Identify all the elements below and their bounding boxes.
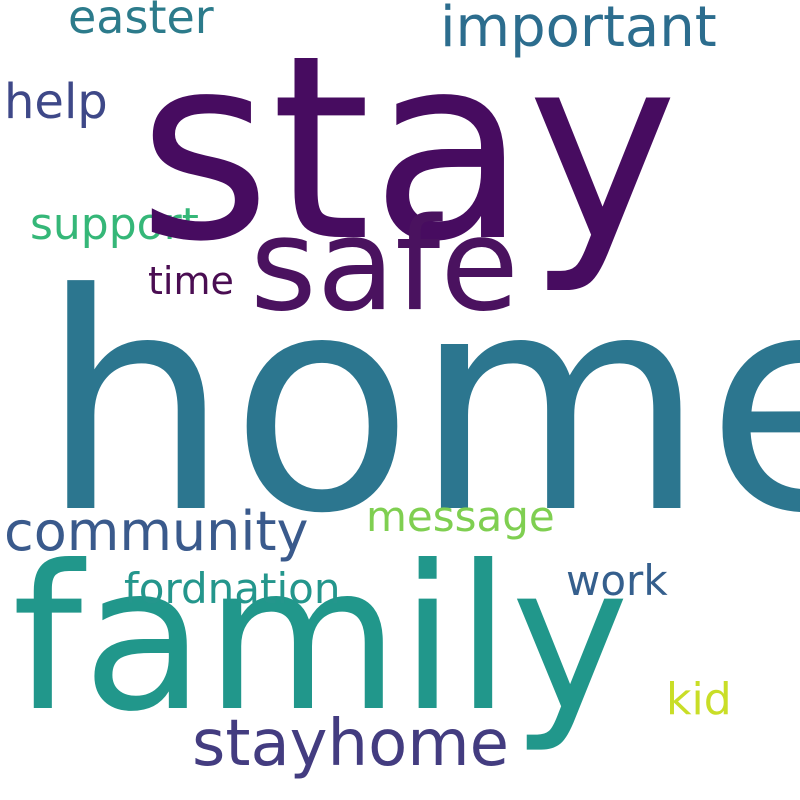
word-community: community	[4, 500, 309, 563]
word-family: family	[12, 523, 630, 756]
word-support: support	[30, 199, 199, 250]
word-kid: kid	[666, 674, 732, 725]
word-stay: stay	[138, 1, 679, 298]
word-fordnation: fordnation	[124, 564, 341, 613]
word-time: time	[148, 259, 234, 303]
word-important: important	[440, 0, 717, 60]
word-message: message	[366, 492, 555, 541]
word-easter: easter	[68, 0, 214, 44]
word-home: home	[40, 230, 800, 579]
word-stayhome: stayhome	[192, 707, 509, 781]
word-help: help	[4, 74, 108, 130]
word-safe: safe	[250, 191, 519, 340]
word-work: work	[566, 556, 668, 605]
